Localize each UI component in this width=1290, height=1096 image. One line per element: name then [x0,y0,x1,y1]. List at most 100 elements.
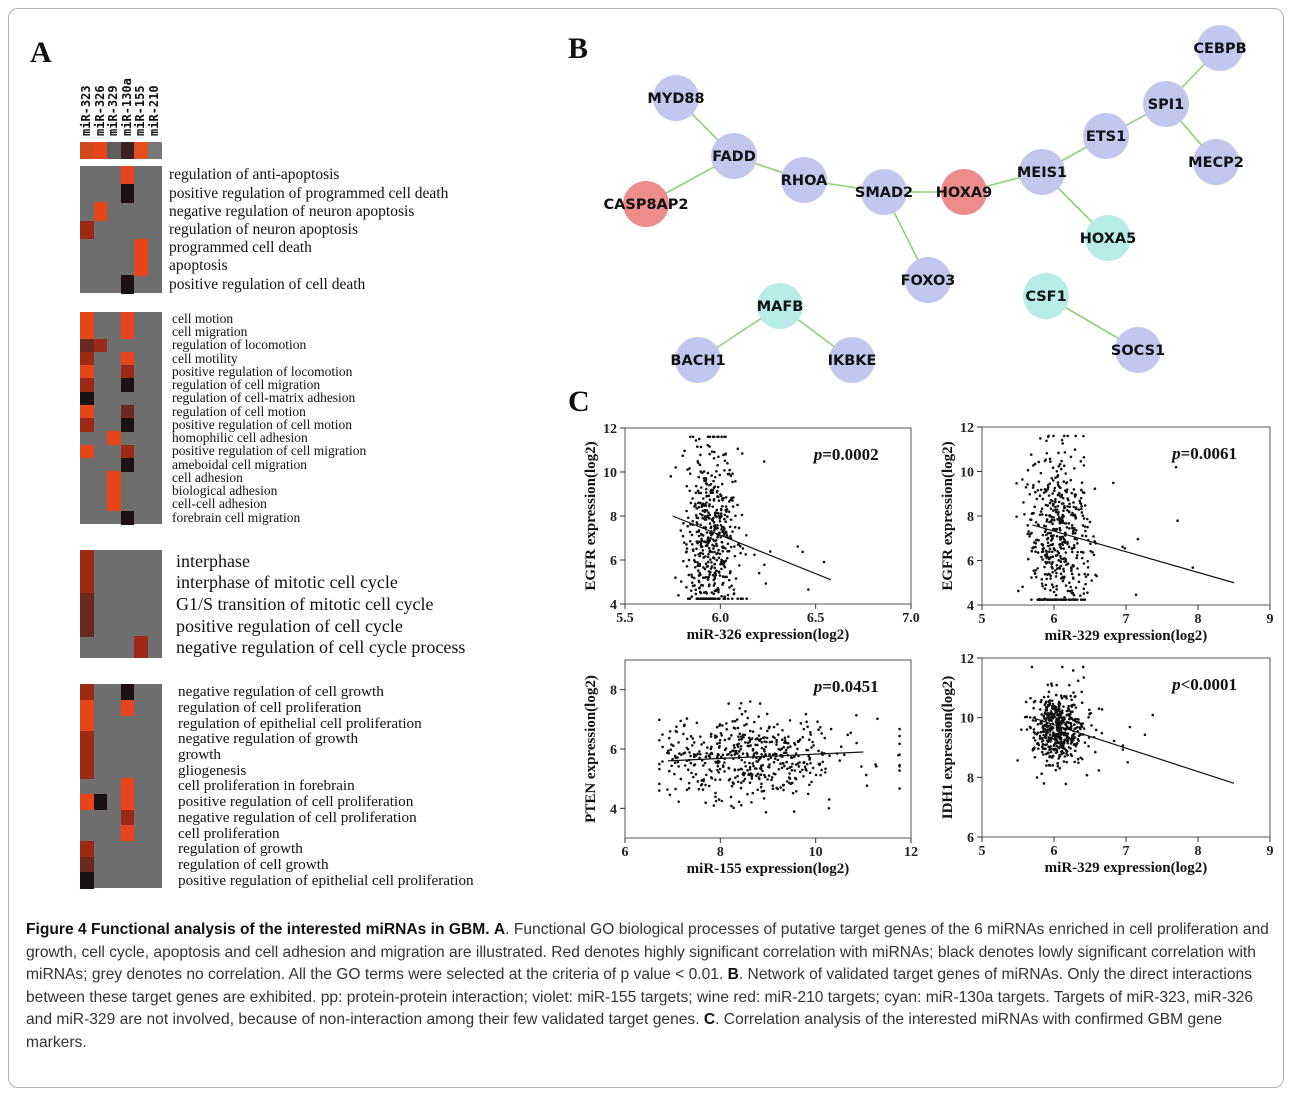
scatter-point [1057,451,1060,455]
scatter-point [1076,721,1079,724]
scatter-point [730,597,734,601]
y-tick-label: 4 [967,599,974,614]
scatter-point [1047,434,1050,438]
scatter-point [775,743,778,746]
scatter-point [763,773,766,777]
scatter-point [1069,478,1073,482]
scatter-point [1034,542,1038,545]
scatter-point [1025,728,1029,731]
scatter-point [698,750,701,753]
scatter-point [786,742,790,745]
scatter-point [1051,560,1054,564]
scatter-point [780,766,784,770]
scatter-point [759,767,763,771]
scatter-point [718,519,722,523]
scatter-point [1032,728,1036,731]
scatter-point [1080,690,1083,694]
scatter-point [683,751,687,754]
scatter-point [1053,518,1056,522]
scatter-point [771,784,775,787]
scatter-point [753,553,756,557]
scatter-point [1074,706,1078,709]
go-term-label: forebrain cell migration [172,509,301,525]
scatter-point [1082,455,1086,459]
scatter-point [704,504,708,507]
scatter-point [802,775,805,778]
heatmap-cell [107,497,121,512]
scatter-point [719,755,723,759]
scatter-point [1056,493,1060,497]
network-node-MEIS1 [1019,149,1065,195]
scatter-point [1112,739,1116,743]
scatter-point [734,514,737,518]
scatter-point [708,435,712,439]
scatter-point [864,773,868,777]
scatter-point [718,741,721,745]
scatter-point [1074,493,1078,496]
scatter-point [720,562,723,566]
scatter-point [1070,739,1073,743]
heatmap-cell [120,351,135,366]
scatter-point [697,579,701,583]
scatter-point [1071,547,1074,550]
scatter-point [1080,550,1083,554]
scatter-point [808,771,812,775]
p-value-annotation: p=0.0451 [812,677,879,696]
heatmap-column-miR-329: miR-329 [106,85,121,136]
scatter-point [710,745,713,749]
scatter-point [685,484,689,488]
scatter-point [1062,509,1065,513]
p-symbol: p [1170,444,1181,463]
heatmap-cell [107,431,121,445]
scatter-point [1032,483,1035,487]
x-axis-label: miR-155 expression(log2) [687,861,850,877]
scatter-point [1040,582,1044,585]
scatter-point [716,768,719,772]
scatter-point [771,735,775,738]
y-tick-label: 8 [967,510,974,525]
scatter-point [713,577,717,580]
gene-network: MYD88 FADD CASP8AP2 RHOA SMAD2 HOXA9 MEIS1 ETS1… [604,25,1247,383]
scatter-point [1072,514,1075,517]
scatter-point [725,510,728,513]
scatter-point [716,524,719,527]
scatter-point [782,751,786,755]
scatter-point [693,763,697,766]
scatter-point [1061,732,1065,735]
scatter-point [755,760,758,763]
scatter-point [716,764,720,768]
scatter-point [1048,719,1051,722]
scatter-point [694,773,698,776]
scatter-point [817,728,820,732]
scatter-point [1058,755,1061,759]
scatter-point [1088,712,1091,716]
scatter-point [696,489,700,493]
scatter-point [1063,541,1067,544]
scatter-point [718,517,722,520]
scatter-point [827,798,831,801]
scatter-point [1064,551,1068,554]
scatter-point [743,733,747,737]
scatter-point [690,573,693,576]
scatter-point [711,573,715,577]
scatter-point [723,513,727,517]
scatter-point [740,735,743,738]
scatter-point [743,761,747,764]
scatter-point [745,597,748,601]
scatter-point [691,497,694,500]
scatter-point [1076,679,1080,683]
scatter-point [1093,539,1096,543]
scatter-point [1055,508,1059,511]
scatter-point [724,520,727,524]
network-node-HOXA9 [941,169,987,215]
scatter-point [729,545,733,549]
scatter-point [751,747,755,751]
y-axis-label: PTEN expression(log2) [583,675,599,823]
network-node-label: BACH1 [670,353,725,369]
scatter-point [696,459,700,463]
scatter-point [794,752,798,755]
scatter-point [1048,748,1051,752]
scatter-point [1042,598,1046,601]
go-term-label: regulation of locomotion [172,337,307,353]
scatter-point [1086,566,1090,569]
